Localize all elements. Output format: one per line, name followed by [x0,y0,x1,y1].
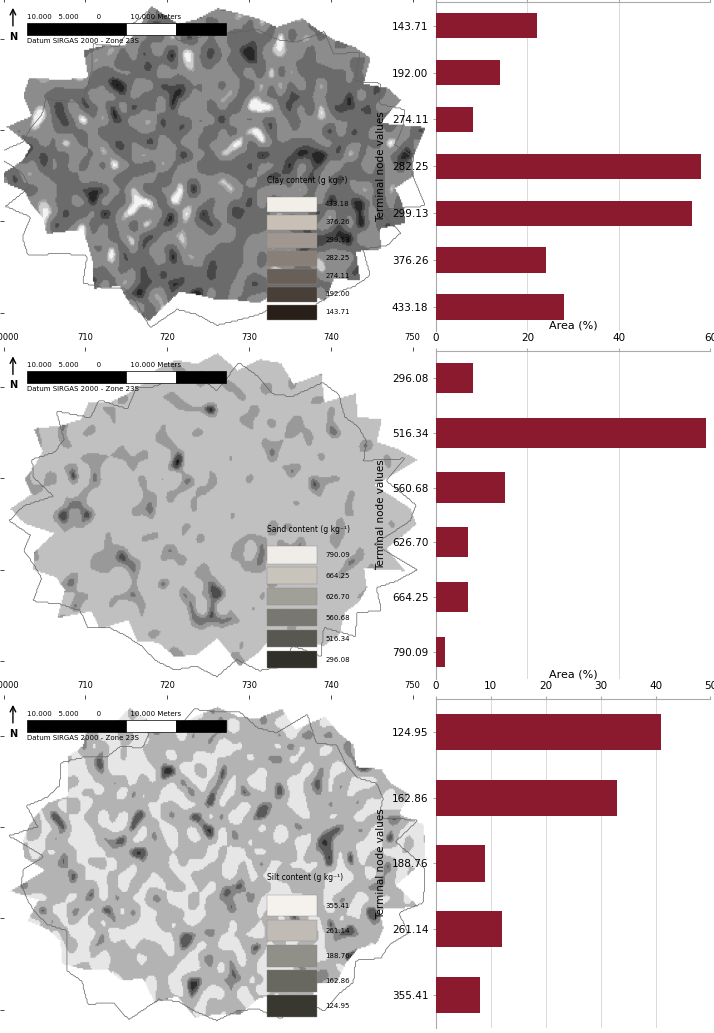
Bar [436,12,537,38]
Y-axis label: Terminal node values: Terminal node values [376,460,386,570]
Bar [436,60,500,86]
Bar [436,200,692,226]
X-axis label: Area (%): Area (%) [549,669,598,680]
Y-axis label: Terminal node values: Terminal node values [376,808,386,918]
Bar [436,154,701,180]
Bar [436,845,486,881]
Bar [436,582,468,613]
Bar [436,714,661,750]
Bar [436,527,468,558]
Y-axis label: Terminal node values: Terminal node values [376,112,386,222]
Bar [436,911,502,947]
Bar [436,363,473,393]
Bar [436,472,505,503]
Bar [436,417,706,448]
Bar [436,294,564,320]
Bar [436,248,545,274]
Bar [436,977,480,1013]
Bar [436,106,473,132]
Bar [436,780,617,816]
Bar [436,637,445,667]
X-axis label: Area (%): Area (%) [549,321,598,331]
